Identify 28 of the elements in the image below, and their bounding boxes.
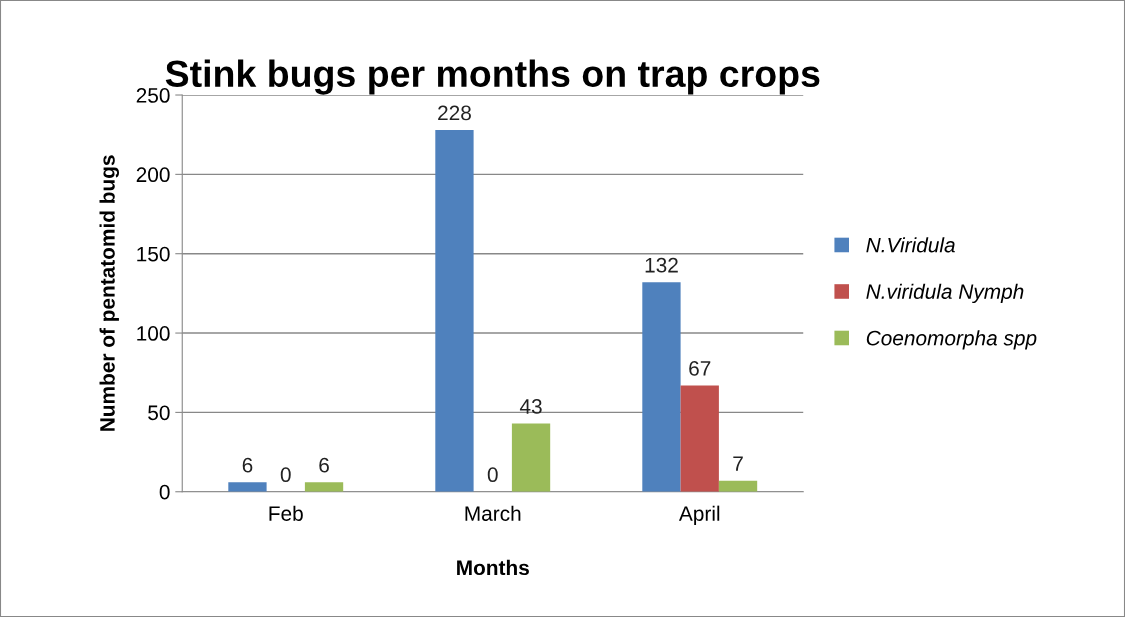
legend-label: N.Viridula	[866, 237, 955, 253]
data-label: 7	[733, 456, 743, 471]
y-tick-label: 0	[159, 484, 170, 500]
bar	[511, 423, 551, 492]
y-axis-title: Number of pentatomid bugs	[99, 155, 120, 431]
data-label: 0	[280, 467, 291, 483]
bar	[304, 482, 344, 492]
y-tick-label: 50	[148, 405, 170, 421]
x-axis-title: Months	[457, 559, 529, 576]
x-tick-label: April	[678, 505, 720, 526]
data-label: 0	[487, 467, 498, 483]
bar	[680, 385, 719, 492]
legend-label: Coenomorpha spp	[866, 330, 1037, 350]
y-tick-label: 150	[137, 246, 170, 262]
data-label: 132	[645, 257, 678, 273]
bar	[228, 482, 267, 492]
y-tick-label: 100	[137, 326, 170, 341]
bar	[642, 282, 681, 492]
data-label: 228	[438, 105, 471, 121]
bar	[435, 129, 474, 492]
x-tick-label: March	[465, 505, 521, 521]
legend-label: N.viridula Nymph	[866, 283, 1024, 304]
data-label: 43	[519, 399, 542, 414]
data-label: 6	[319, 457, 329, 473]
data-label: 6	[242, 457, 253, 473]
y-tick-label: 200	[136, 167, 170, 183]
x-tick-label: Feb	[269, 505, 303, 521]
data-label: 67	[689, 361, 711, 376]
